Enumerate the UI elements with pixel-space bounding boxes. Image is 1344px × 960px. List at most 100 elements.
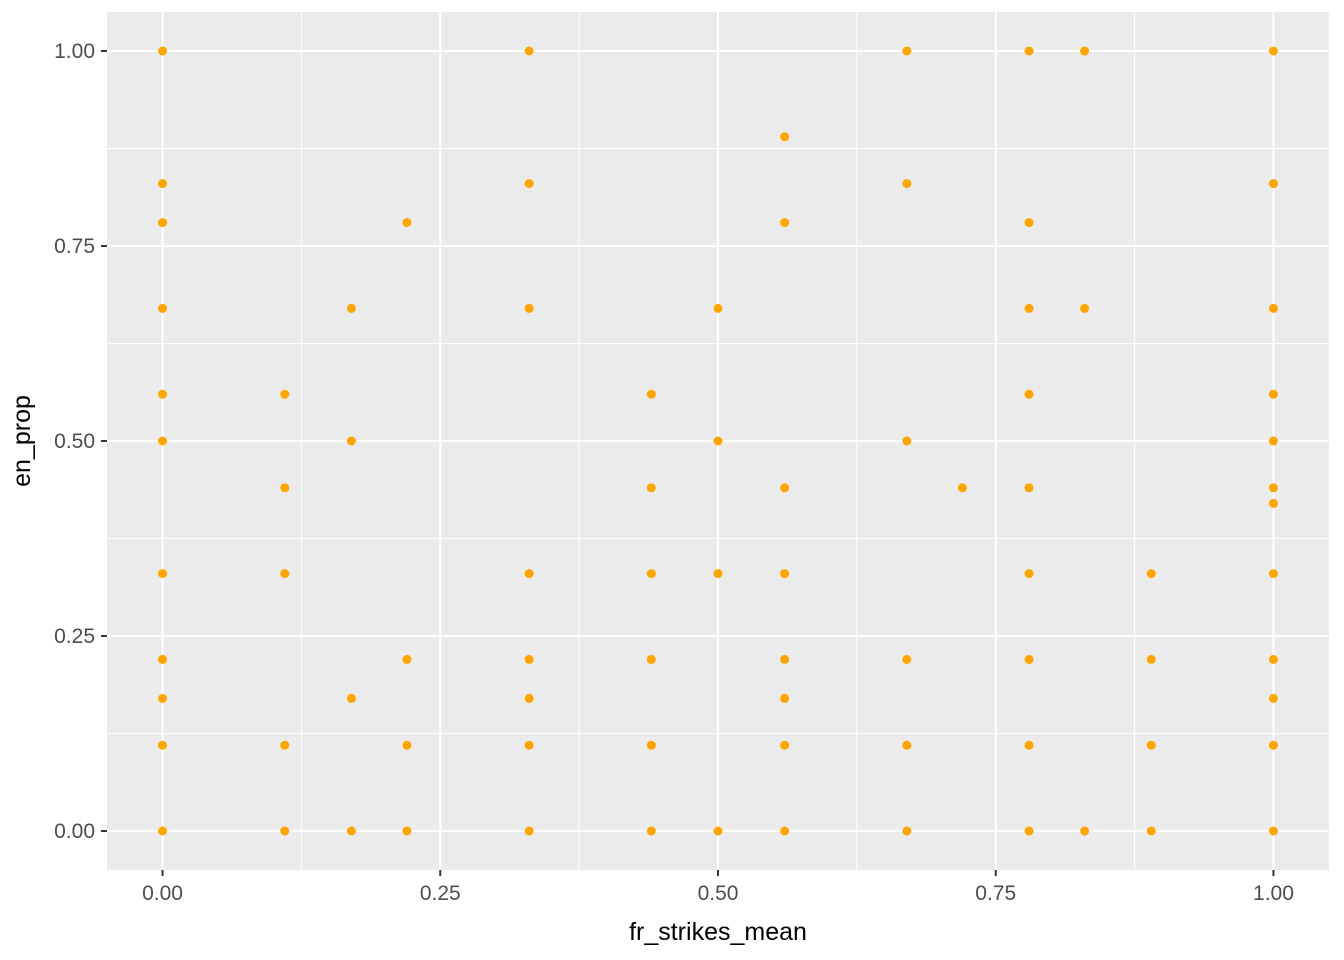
data-point [646, 826, 656, 836]
data-point [1268, 498, 1278, 508]
data-point [346, 436, 356, 446]
data-point [524, 303, 534, 313]
data-point [346, 693, 356, 703]
axis-tick-labels: 0.00 0.25 0.50 0.75 1.00 0.00 0.25 0.50 0.75 1.00 [54, 40, 1294, 905]
data-point [713, 436, 723, 446]
data-point [346, 303, 356, 313]
data-point [1268, 740, 1278, 750]
data-point [524, 826, 534, 836]
data-point [646, 654, 656, 664]
data-point [280, 740, 290, 750]
data-point [158, 389, 168, 399]
data-point [902, 46, 912, 56]
data-point [1024, 46, 1034, 56]
data-point [713, 826, 723, 836]
data-point [902, 179, 912, 189]
data-point [1024, 826, 1034, 836]
data-point [524, 654, 534, 664]
data-point [1146, 740, 1156, 750]
data-point [1268, 389, 1278, 399]
data-point [1024, 483, 1034, 493]
y-tick-label: 0.00 [54, 820, 95, 843]
data-point [158, 179, 168, 189]
data-point [280, 826, 290, 836]
data-point [1080, 826, 1090, 836]
data-point [646, 740, 656, 750]
data-point [1024, 654, 1034, 664]
data-point [524, 46, 534, 56]
data-point [158, 740, 168, 750]
data-point [158, 436, 168, 446]
data-point [1268, 303, 1278, 313]
data-point [780, 218, 790, 228]
data-point [646, 569, 656, 579]
data-point [524, 740, 534, 750]
data-point [780, 569, 790, 579]
data-point [902, 826, 912, 836]
data-point [346, 826, 356, 836]
data-point [158, 826, 168, 836]
data-point [1268, 826, 1278, 836]
data-point [1268, 436, 1278, 446]
data-point [280, 483, 290, 493]
data-point [646, 389, 656, 399]
x-tick-label: 0.75 [975, 882, 1016, 905]
data-point [1024, 740, 1034, 750]
data-point [1268, 483, 1278, 493]
y-tick-label: 0.25 [54, 625, 95, 648]
data-point [780, 826, 790, 836]
data-point [1080, 303, 1090, 313]
data-point [1268, 46, 1278, 56]
x-axis-title: fr_strikes_mean [629, 918, 807, 946]
data-point [780, 132, 790, 142]
data-point [280, 389, 290, 399]
x-tick-label: 0.25 [420, 882, 461, 905]
data-point [1146, 826, 1156, 836]
data-point [402, 654, 412, 664]
data-point [1268, 693, 1278, 703]
data-point [713, 569, 723, 579]
y-axis-title: en_prop [8, 395, 36, 487]
x-tick-label: 0.00 [142, 882, 183, 905]
data-point [902, 436, 912, 446]
data-point [402, 826, 412, 836]
y-tick-label: 0.75 [54, 235, 95, 258]
data-point [158, 303, 168, 313]
data-point [646, 483, 656, 493]
data-point [780, 483, 790, 493]
data-point [402, 740, 412, 750]
data-point [1024, 569, 1034, 579]
data-point [957, 483, 967, 493]
data-point [1024, 389, 1034, 399]
data-point [780, 693, 790, 703]
x-tick-label: 1.00 [1253, 882, 1294, 905]
data-point [1268, 569, 1278, 579]
data-points-layer [158, 46, 1278, 836]
data-point [902, 654, 912, 664]
data-point [1024, 218, 1034, 228]
y-tick-label: 1.00 [54, 40, 95, 63]
data-point [780, 740, 790, 750]
data-point [524, 569, 534, 579]
data-point [713, 303, 723, 313]
data-point [158, 693, 168, 703]
data-point [158, 218, 168, 228]
data-point [524, 693, 534, 703]
data-point [402, 218, 412, 228]
axis-tick-marks [101, 50, 1275, 876]
data-point [1080, 46, 1090, 56]
x-tick-label: 0.50 [698, 882, 739, 905]
data-point [1268, 654, 1278, 664]
data-point [1146, 569, 1156, 579]
data-point [1146, 654, 1156, 664]
data-point [158, 46, 168, 56]
data-point [1268, 179, 1278, 189]
data-point [280, 569, 290, 579]
data-point [158, 654, 168, 664]
data-point [902, 740, 912, 750]
data-point [158, 569, 168, 579]
data-point [1024, 303, 1034, 313]
data-point [780, 654, 790, 664]
